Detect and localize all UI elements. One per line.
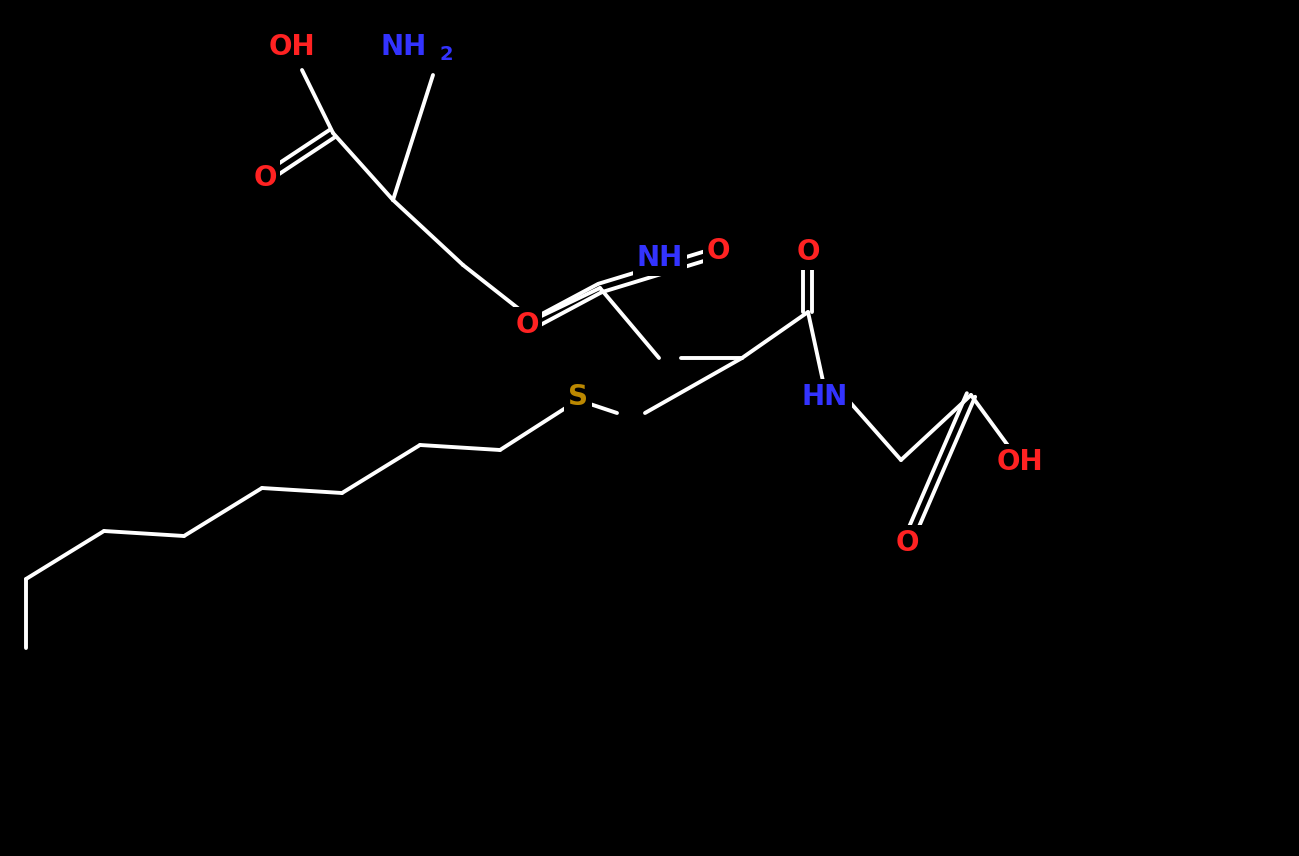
- Text: O: O: [516, 311, 539, 339]
- Text: O: O: [707, 237, 730, 265]
- Text: OH: OH: [269, 33, 316, 61]
- Text: O: O: [253, 164, 277, 192]
- Text: S: S: [568, 383, 588, 411]
- Text: HN: HN: [801, 383, 848, 411]
- Text: NH: NH: [637, 244, 683, 272]
- Text: NH: NH: [381, 33, 427, 61]
- Text: O: O: [895, 529, 918, 557]
- Text: O: O: [796, 238, 820, 266]
- Text: 2: 2: [439, 45, 453, 63]
- Text: OH: OH: [996, 448, 1043, 476]
